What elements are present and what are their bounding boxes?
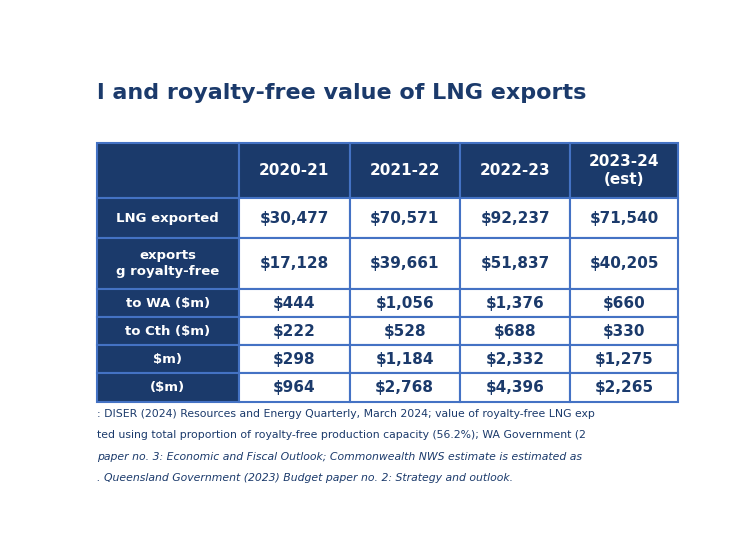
- Bar: [97, 317, 239, 345]
- Text: . Queensland Government (2023) Budget paper no. 2: Strategy and outlook.: . Queensland Government (2023) Budget pa…: [97, 473, 513, 483]
- Text: $39,661: $39,661: [370, 256, 440, 271]
- Text: $1,376: $1,376: [486, 296, 544, 311]
- Text: $40,205: $40,205: [590, 256, 659, 271]
- Text: 2023-24
(est): 2023-24 (est): [589, 154, 659, 188]
- Bar: [350, 345, 460, 374]
- Text: $298: $298: [273, 352, 316, 367]
- Bar: [460, 374, 570, 401]
- Bar: [350, 317, 460, 345]
- Text: $444: $444: [273, 296, 316, 311]
- Text: 2020-21: 2020-21: [259, 163, 329, 178]
- Bar: [97, 289, 239, 317]
- Text: $222: $222: [273, 324, 316, 339]
- Bar: [460, 317, 570, 345]
- Bar: [570, 374, 678, 401]
- Text: $1,275: $1,275: [595, 352, 653, 367]
- Bar: [239, 345, 350, 374]
- Text: $m): $m): [153, 353, 182, 366]
- Bar: [350, 237, 460, 289]
- Text: 2021-22: 2021-22: [370, 163, 440, 178]
- Text: to WA ($m): to WA ($m): [126, 297, 210, 310]
- Text: $71,540: $71,540: [590, 211, 658, 226]
- Text: $4,396: $4,396: [486, 380, 544, 395]
- Bar: [460, 237, 570, 289]
- Bar: [97, 345, 239, 374]
- Text: $1,056: $1,056: [375, 296, 434, 311]
- Bar: [350, 198, 460, 237]
- Bar: [350, 374, 460, 401]
- Text: $92,237: $92,237: [480, 211, 550, 226]
- Text: l and royalty-free value of LNG exports: l and royalty-free value of LNG exports: [97, 83, 586, 103]
- Bar: [460, 143, 570, 198]
- Text: $964: $964: [273, 380, 316, 395]
- Bar: [97, 143, 239, 198]
- Text: $70,571: $70,571: [370, 211, 440, 226]
- Bar: [97, 237, 239, 289]
- Bar: [350, 289, 460, 317]
- Text: $1,184: $1,184: [376, 352, 434, 367]
- Text: ted using total proportion of royalty-free production capacity (56.2%); WA Gover: ted using total proportion of royalty-fr…: [97, 430, 586, 441]
- Bar: [239, 374, 350, 401]
- Text: $17,128: $17,128: [260, 256, 329, 271]
- Bar: [570, 317, 678, 345]
- Text: $688: $688: [494, 324, 536, 339]
- Bar: [97, 198, 239, 237]
- Text: $2,332: $2,332: [486, 352, 544, 367]
- Bar: [570, 289, 678, 317]
- Text: $2,265: $2,265: [595, 380, 654, 395]
- Text: : DISER (2024) Resources and Energy Quarterly, March 2024; value of royalty-free: : DISER (2024) Resources and Energy Quar…: [97, 409, 595, 419]
- Text: ($m): ($m): [150, 381, 185, 394]
- Bar: [460, 198, 570, 237]
- Bar: [570, 143, 678, 198]
- Text: $51,837: $51,837: [481, 256, 550, 271]
- Bar: [239, 143, 350, 198]
- Bar: [239, 198, 350, 237]
- Text: paper no. 3: Economic and Fiscal Outlook; Commonwealth NWS estimate is estimated: paper no. 3: Economic and Fiscal Outlook…: [97, 452, 582, 462]
- Bar: [350, 143, 460, 198]
- Bar: [460, 289, 570, 317]
- Text: exports
g royalty-free: exports g royalty-free: [116, 249, 220, 278]
- Text: 2022-23: 2022-23: [480, 163, 550, 178]
- Bar: [239, 317, 350, 345]
- Bar: [570, 345, 678, 374]
- Bar: [239, 289, 350, 317]
- Text: $660: $660: [603, 296, 646, 311]
- Text: $30,477: $30,477: [260, 211, 329, 226]
- Text: $2,768: $2,768: [375, 380, 434, 395]
- Text: to Cth ($m): to Cth ($m): [125, 325, 211, 338]
- Text: $528: $528: [383, 324, 426, 339]
- Bar: [460, 345, 570, 374]
- Bar: [570, 198, 678, 237]
- Bar: [239, 237, 350, 289]
- Text: $330: $330: [603, 324, 646, 339]
- Text: LNG exported: LNG exported: [116, 212, 219, 225]
- Bar: [570, 237, 678, 289]
- Bar: [97, 374, 239, 401]
